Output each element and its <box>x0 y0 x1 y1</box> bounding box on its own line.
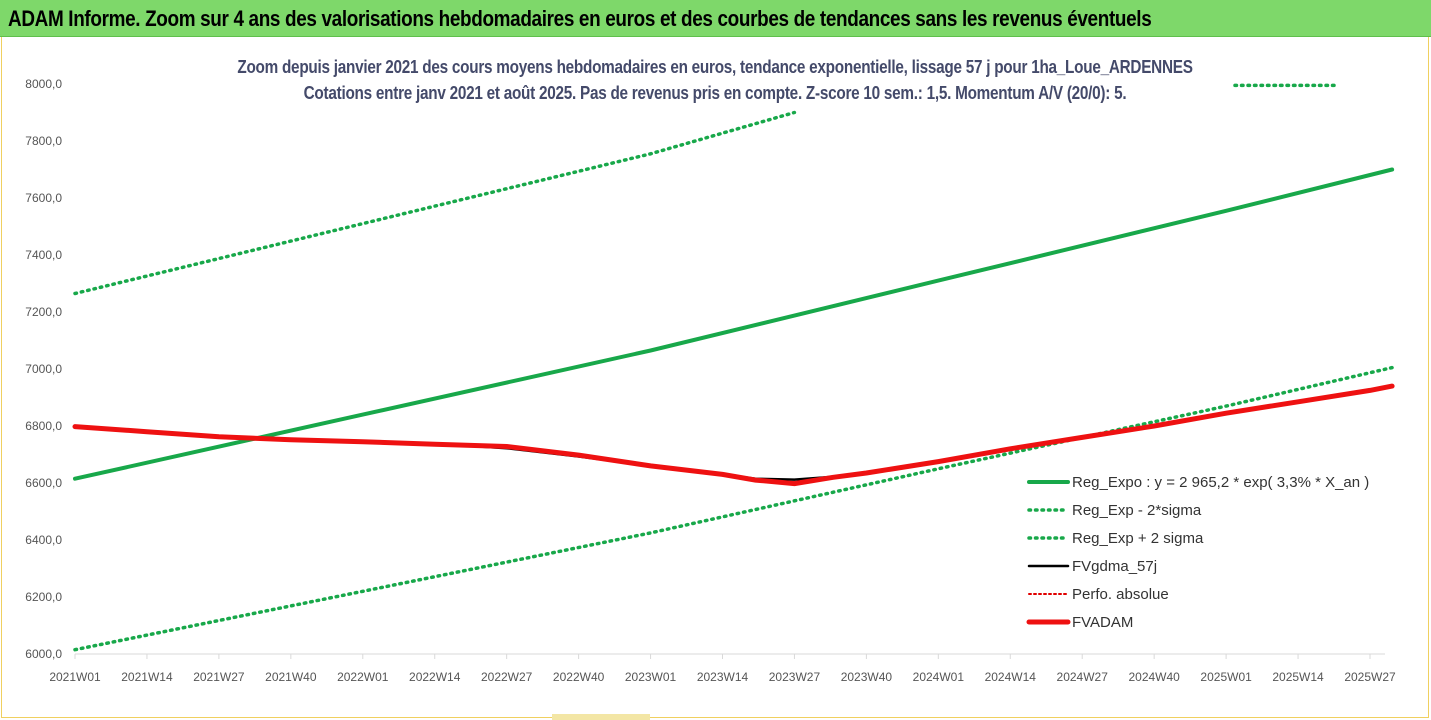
y-axis-ticks: 6000,0 6200,0 6400,0 6600,0 6800,0 7000,0 7200… <box>25 77 62 661</box>
y-tick-label: 6600,0 <box>25 476 62 490</box>
y-tick-label: 7800,0 <box>25 134 62 148</box>
y-tick-label: 6000,0 <box>25 647 62 661</box>
chart-title-line-2: Cotations entre janv 2021 et août 2025. … <box>303 83 1127 103</box>
y-tick-label: 7400,0 <box>25 248 62 262</box>
x-tick-label: 2025W01 <box>1200 670 1252 684</box>
y-tick-label: 7600,0 <box>25 191 62 205</box>
x-tick-label: 2024W01 <box>913 670 965 684</box>
x-axis-ticks: 2021W01 2021W14 2021W27 2021W40 2022W01 2022W… <box>49 654 1396 684</box>
y-tick-label: 6400,0 <box>25 533 62 547</box>
legend-label: Perfo. absolue <box>1072 586 1169 603</box>
x-tick-label: 2024W40 <box>1128 670 1180 684</box>
series-line-2 <box>73 110 797 296</box>
y-tick-label: 6200,0 <box>25 590 62 604</box>
x-tick-label: 2024W27 <box>1057 670 1109 684</box>
y-tick-label: 6800,0 <box>25 419 62 433</box>
series-line-5 <box>72 383 1395 487</box>
legend-label: Reg_Exp - 2*sigma <box>1072 502 1202 519</box>
x-tick-label: 2023W14 <box>697 670 749 684</box>
series-line-1 <box>73 365 1394 652</box>
legend-label: FVgdma_57j <box>1072 558 1157 575</box>
chart-frame <box>1 37 1429 718</box>
x-tick-label: 2023W27 <box>769 670 821 684</box>
x-tick-label: 2022W01 <box>337 670 389 684</box>
y-tick-label: 7200,0 <box>25 305 62 319</box>
x-tick-label: 2022W27 <box>481 670 533 684</box>
x-tick-label: 2024W14 <box>985 670 1037 684</box>
legend: Reg_Expo : y = 2 965,2 * exp( 3,3% * X_a… <box>1026 474 1369 631</box>
x-tick-label: 2021W01 <box>49 670 101 684</box>
y-tick-label: 7000,0 <box>25 362 62 376</box>
x-tick-label: 2021W40 <box>265 670 317 684</box>
x-tick-label: 2022W14 <box>409 670 461 684</box>
chart-title-line-1: Zoom depuis janvier 2021 des cours moyen… <box>237 57 1193 77</box>
x-tick-label: 2021W14 <box>121 670 173 684</box>
x-tick-label: 2021W27 <box>193 670 245 684</box>
x-tick-label: 2025W14 <box>1272 670 1324 684</box>
legend-label: FVADAM <box>1072 614 1133 631</box>
x-tick-label: 2022W40 <box>553 670 605 684</box>
scroll-thumb[interactable] <box>552 714 650 720</box>
x-tick-label: 2023W01 <box>625 670 677 684</box>
y-tick-label: 8000,0 <box>25 77 62 91</box>
x-tick-label: 2025W27 <box>1344 670 1396 684</box>
legend-label: Reg_Expo : y = 2 965,2 * exp( 3,3% * X_a… <box>1072 474 1369 491</box>
x-tick-label: 2023W40 <box>841 670 893 684</box>
report-title: ADAM Informe. Zoom sur 4 ans des valoris… <box>8 6 1152 31</box>
report-banner: ADAM Informe. Zoom sur 4 ans des valoris… <box>0 0 1431 37</box>
series-line-0 <box>73 167 1395 481</box>
series-layer <box>72 83 1395 652</box>
legend-label: Reg_Exp + 2 sigma <box>1072 530 1204 547</box>
